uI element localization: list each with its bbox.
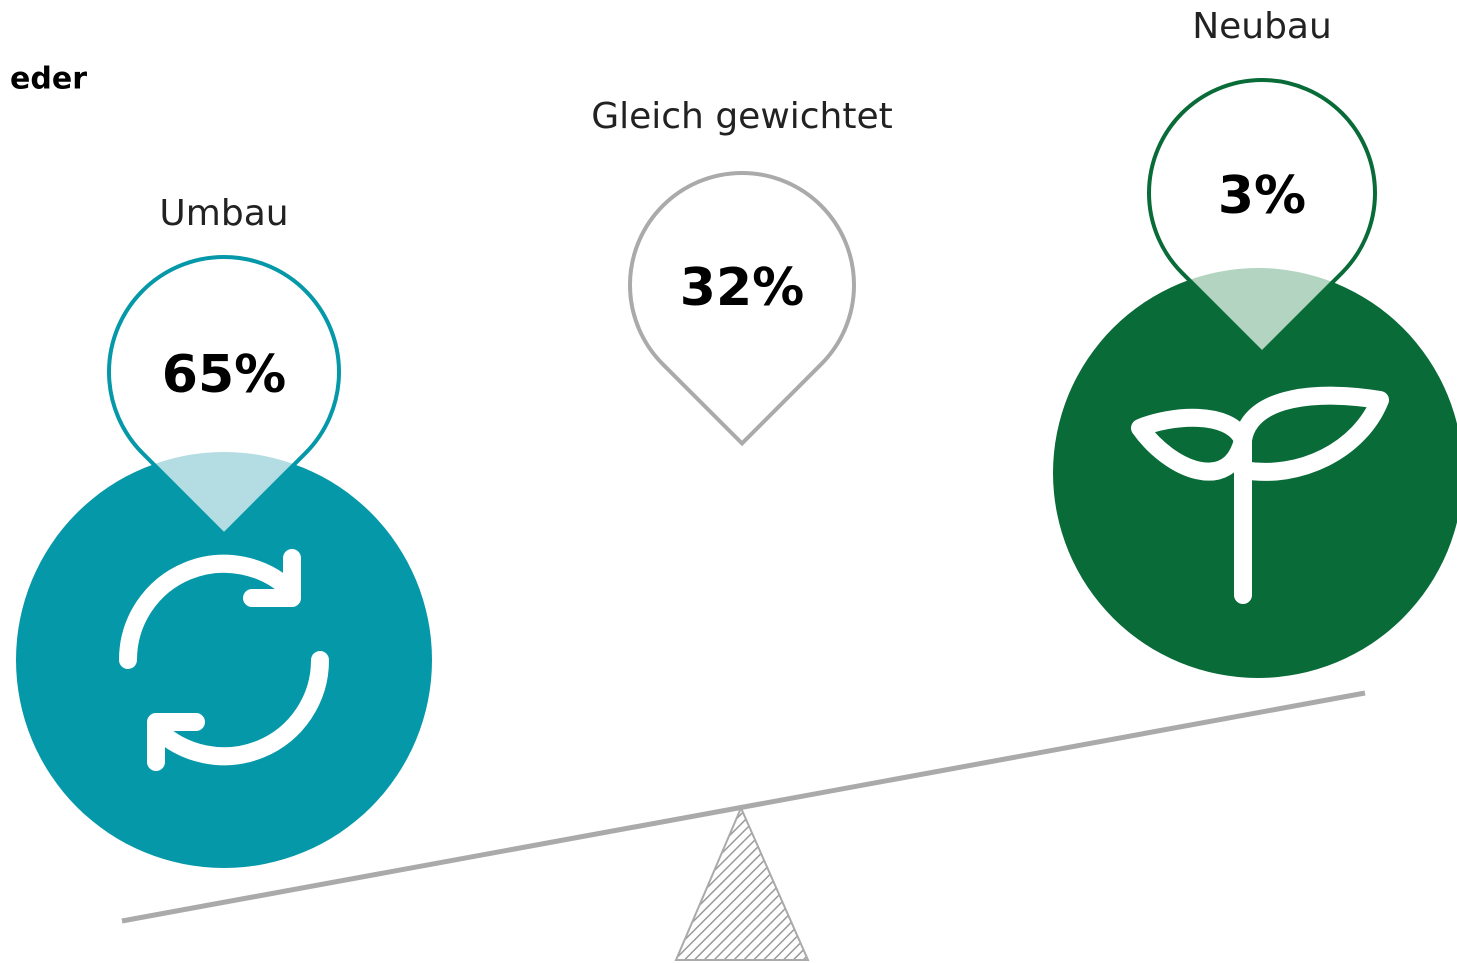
umbau-circle [16,452,432,868]
balance-beam [121,690,1366,924]
cut-off-heading: eder [10,62,87,97]
percentage: 32% [680,258,804,318]
pin-outline [1147,78,1377,356]
percentage: 65% [162,345,286,405]
item-label: Neubau [1192,6,1332,47]
pin [630,173,855,444]
fulcrum [674,805,810,961]
plant-icon [1131,386,1389,604]
pin-outline [107,255,341,538]
item-label: Gleich gewichtet [591,96,893,137]
percentage: 3% [1218,166,1306,226]
refresh-icon [118,549,330,771]
item-label: Umbau [159,193,288,234]
pin-outline [628,171,856,447]
pin-overlap [1149,268,1375,353]
pin-overlap [109,452,339,535]
